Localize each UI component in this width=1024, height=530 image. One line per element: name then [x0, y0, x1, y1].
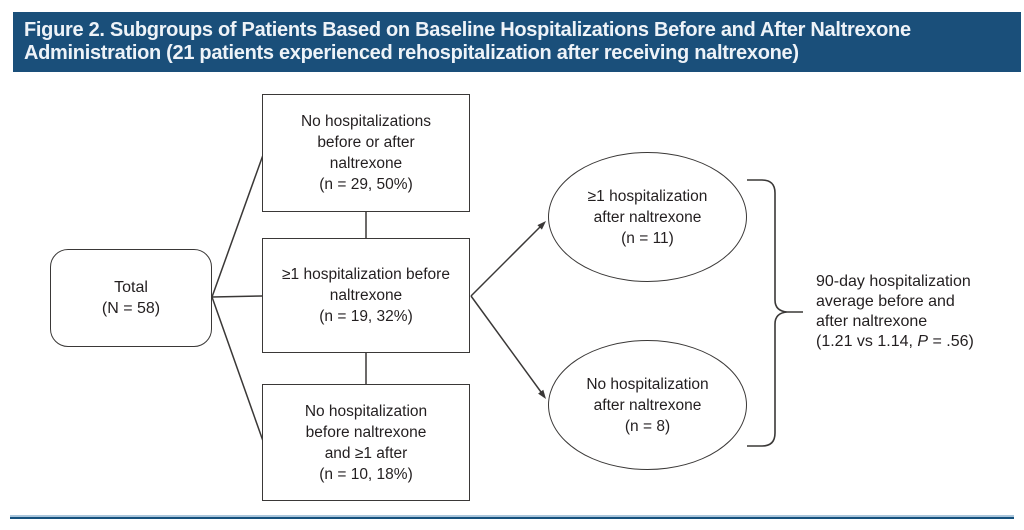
bottom-rule [10, 515, 1014, 519]
node-line: and ≥1 after [324, 444, 408, 462]
stat-pre: (1.21 vs 1.14, [816, 333, 918, 350]
node-line: before or after [317, 134, 415, 151]
node-line: naltrexone [329, 287, 403, 304]
arrow-to-bottom-ellipse-line [470, 295, 542, 393]
node-line: before naltrexone [305, 423, 427, 441]
node-no-hospitalizations-before-or-after: No hospitalizations before or after nalt… [262, 94, 470, 212]
node-no-hospitalization-before-ge1-after: No hospitalization before naltrexone and… [262, 384, 470, 501]
annotation-line: average before and [816, 293, 955, 310]
node-line: No hospitalization [586, 375, 709, 393]
total-to-mid-box-line [211, 295, 263, 298]
node-line: (n = 11) [621, 229, 674, 247]
total-to-top-box-line [211, 154, 264, 298]
node-line: (n = 19, 32%) [319, 308, 413, 325]
figure-title-line1: Figure 2. Subgroups of Patients Based on… [24, 19, 911, 41]
figure-title-line2: Administration (21 patients experienced … [24, 42, 799, 64]
bottom-rule-light-line [10, 515, 1014, 517]
node-total: Total (N = 58) [50, 249, 212, 347]
annotation-line: 90-day hospitalization [816, 273, 971, 290]
node-no-hospitalization-after: No hospitalization after naltrexone (n =… [548, 340, 747, 470]
bottom-rule-dark-line [10, 516, 1014, 519]
brace-icon [747, 179, 803, 447]
figure-title-banner: Figure 2. Subgroups of Patients Based on… [13, 12, 1021, 72]
brace-annotation: 90-day hospitalization average before an… [816, 272, 1024, 352]
annotation-stat-line: (1.21 vs 1.14, P = .56) [816, 332, 1024, 352]
node-line: (n = 8) [624, 417, 671, 435]
node-line: (n = 10, 18%) [319, 465, 413, 483]
node-line: No hospitalization [304, 402, 428, 420]
arrow-to-top-ellipse-line [470, 226, 541, 297]
node-ge1-hospitalization-after: ≥1 hospitalization after naltrexone (n =… [548, 152, 747, 282]
arrow-to-bottom-ellipse-head-icon [538, 389, 546, 399]
node-ge1-hospitalization-before: ≥1 hospitalization before naltrexone (n … [262, 238, 470, 353]
node-line: Total [114, 279, 148, 296]
node-line: ≥1 hospitalization before [282, 266, 450, 283]
node-line: (n = 29, 50%) [319, 176, 413, 193]
annotation-line: after naltrexone [816, 313, 928, 330]
arrow-to-top-ellipse-head-icon [537, 221, 546, 230]
node-line: No hospitalizations [300, 113, 432, 130]
node-line: after naltrexone [593, 396, 702, 414]
node-line: naltrexone [329, 155, 403, 172]
node-line: ≥1 hospitalization [587, 187, 708, 205]
stat-post: = .56) [928, 333, 974, 350]
total-to-bottom-box-line [211, 296, 264, 442]
node-line: (N = 58) [101, 300, 161, 317]
node-line: after naltrexone [593, 208, 702, 226]
stat-p-value-symbol: P [917, 333, 929, 350]
